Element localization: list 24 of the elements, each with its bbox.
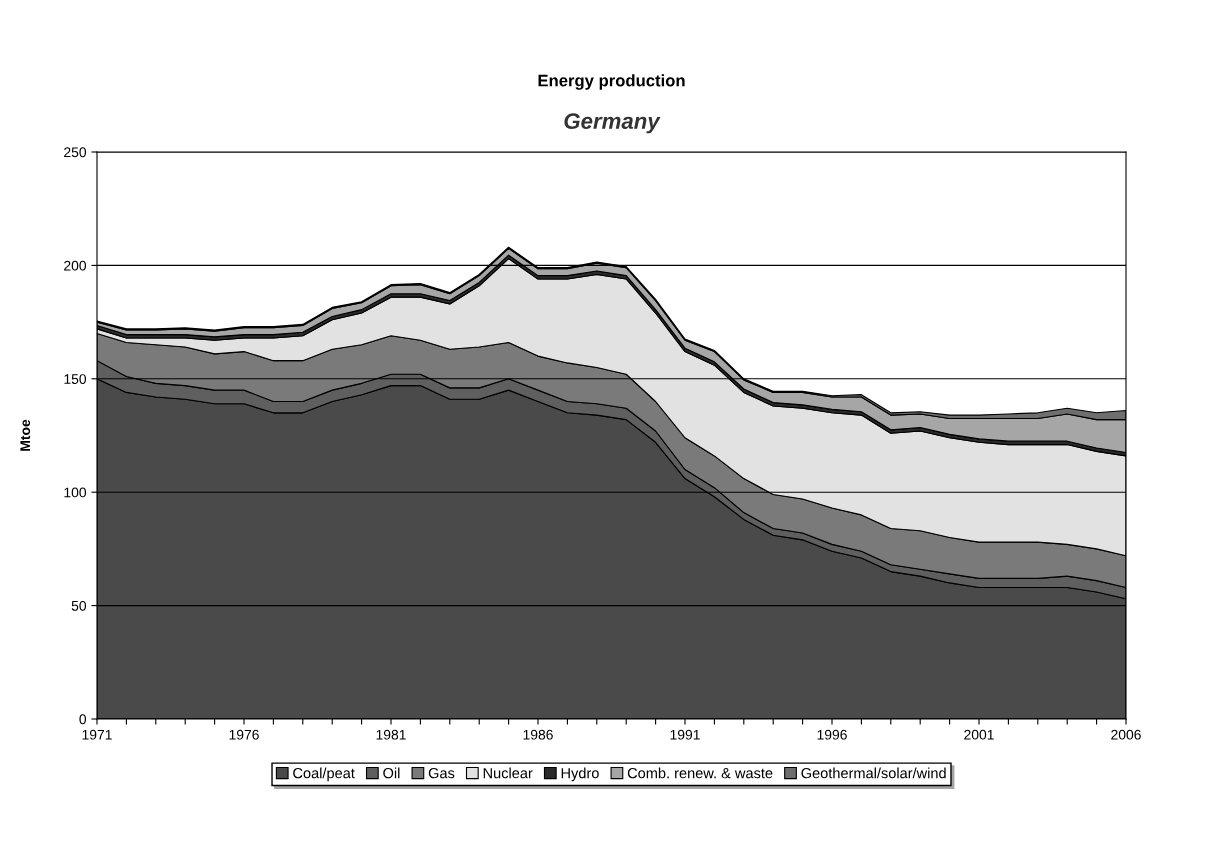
x-tick-label: 1981 <box>376 729 406 740</box>
legend-label: Oil <box>383 767 400 779</box>
x-tick-label: 1971 <box>82 729 112 740</box>
x-tick-label: 1991 <box>670 729 700 740</box>
y-tick-label: 250 <box>64 147 87 158</box>
x-tick-label: 2001 <box>964 729 994 740</box>
legend-label: Hydro <box>561 767 599 782</box>
legend-label: Comb. renew. & waste <box>627 767 773 779</box>
legend-label: Gas <box>428 767 455 779</box>
chart-subtitle: Germany <box>564 113 661 134</box>
x-tick-label: 1996 <box>817 729 847 740</box>
legend-label: Geothermal/solar/wind <box>801 767 946 779</box>
legend-label: Nuclear <box>483 767 533 779</box>
y-tick-label: 100 <box>64 487 87 498</box>
x-tick-label: 1986 <box>523 729 553 740</box>
legend-label: Coal/peat <box>293 767 355 782</box>
y-tick-label: 150 <box>64 374 87 384</box>
y-axis-title: Mtoe <box>20 419 31 451</box>
x-tick-label: 2006 <box>1111 729 1141 740</box>
y-tick-label: 200 <box>64 260 87 271</box>
y-tick-label: 0 <box>79 714 87 725</box>
x-tick-label: 1976 <box>229 729 259 740</box>
chart-title: Energy production <box>538 74 685 90</box>
y-tick-label: 50 <box>71 600 87 611</box>
